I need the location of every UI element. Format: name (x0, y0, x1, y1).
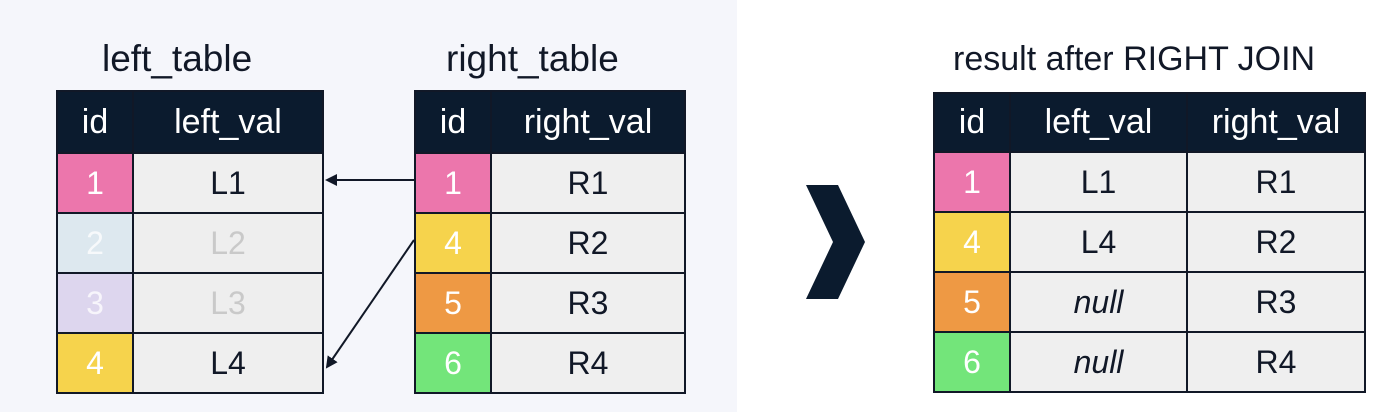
value-cell: null (1011, 271, 1188, 331)
table-row: 4 L4 R2 (935, 211, 1364, 271)
right-table-caption: right_table (446, 38, 619, 79)
value-cell: L2 (134, 212, 322, 272)
id-cell: 1 (935, 151, 1011, 211)
id-cell: 4 (58, 332, 134, 392)
column-header-right-val: right_val (1188, 94, 1364, 151)
left-table-caption: left_table (102, 38, 253, 79)
left-table: id left_val 1 L1 2 L2 3 L3 4 L4 (56, 90, 324, 394)
table-row: 6 null R4 (935, 331, 1364, 391)
column-header-id: id (58, 92, 134, 152)
value-cell: L1 (1011, 151, 1188, 211)
value-cell: R2 (1188, 211, 1364, 271)
table-row: 1 L1 (58, 152, 322, 212)
table-row: 4 L4 (58, 332, 322, 392)
value-cell: R4 (492, 332, 684, 392)
column-header-id: id (416, 92, 492, 152)
header-row: id left_val (58, 92, 322, 152)
chevron-right-icon (806, 185, 865, 299)
id-cell: 4 (935, 211, 1011, 271)
value-cell: L3 (134, 272, 322, 332)
id-cell: 6 (416, 332, 492, 392)
id-cell: 6 (935, 331, 1011, 391)
header-row: id left_val right_val (935, 94, 1364, 151)
table-row: 4 R2 (416, 212, 684, 272)
join-arrow-row-4 (325, 239, 415, 369)
result-table: id left_val right_val 1 L1 R1 4 L4 R2 5 null R3 6 nul… (933, 92, 1366, 393)
id-cell: 1 (58, 152, 134, 212)
value-cell: R1 (1188, 151, 1364, 211)
id-cell: 5 (935, 271, 1011, 331)
table-row: 2 L2 (58, 212, 322, 272)
column-header-left-val: left_val (1011, 94, 1188, 151)
column-header-id: id (935, 94, 1011, 151)
value-cell: L4 (1011, 211, 1188, 271)
id-cell: 1 (416, 152, 492, 212)
value-cell: R4 (1188, 331, 1364, 391)
right-table: id right_val 1 R1 4 R2 5 R3 6 R4 (414, 90, 686, 394)
value-cell: R2 (492, 212, 684, 272)
table-row: 6 R4 (416, 332, 684, 392)
table-row: 3 L3 (58, 272, 322, 332)
column-header-right-val: right_val (492, 92, 684, 152)
column-header-left-val: left_val (134, 92, 322, 152)
value-cell: null (1011, 331, 1188, 391)
value-cell: L4 (134, 332, 322, 392)
table-row: 1 R1 (416, 152, 684, 212)
table-row: 5 R3 (416, 272, 684, 332)
value-cell: R3 (492, 272, 684, 332)
value-cell: R1 (492, 152, 684, 212)
table-row: 5 null R3 (935, 271, 1364, 331)
value-cell: L1 (134, 152, 322, 212)
id-cell: 3 (58, 272, 134, 332)
id-cell: 2 (58, 212, 134, 272)
header-row: id right_val (416, 92, 684, 152)
id-cell: 4 (416, 212, 492, 272)
id-cell: 5 (416, 272, 492, 332)
value-cell: R3 (1188, 271, 1364, 331)
table-row: 1 L1 R1 (935, 151, 1364, 211)
result-table-caption: result after RIGHT JOIN (953, 40, 1316, 78)
